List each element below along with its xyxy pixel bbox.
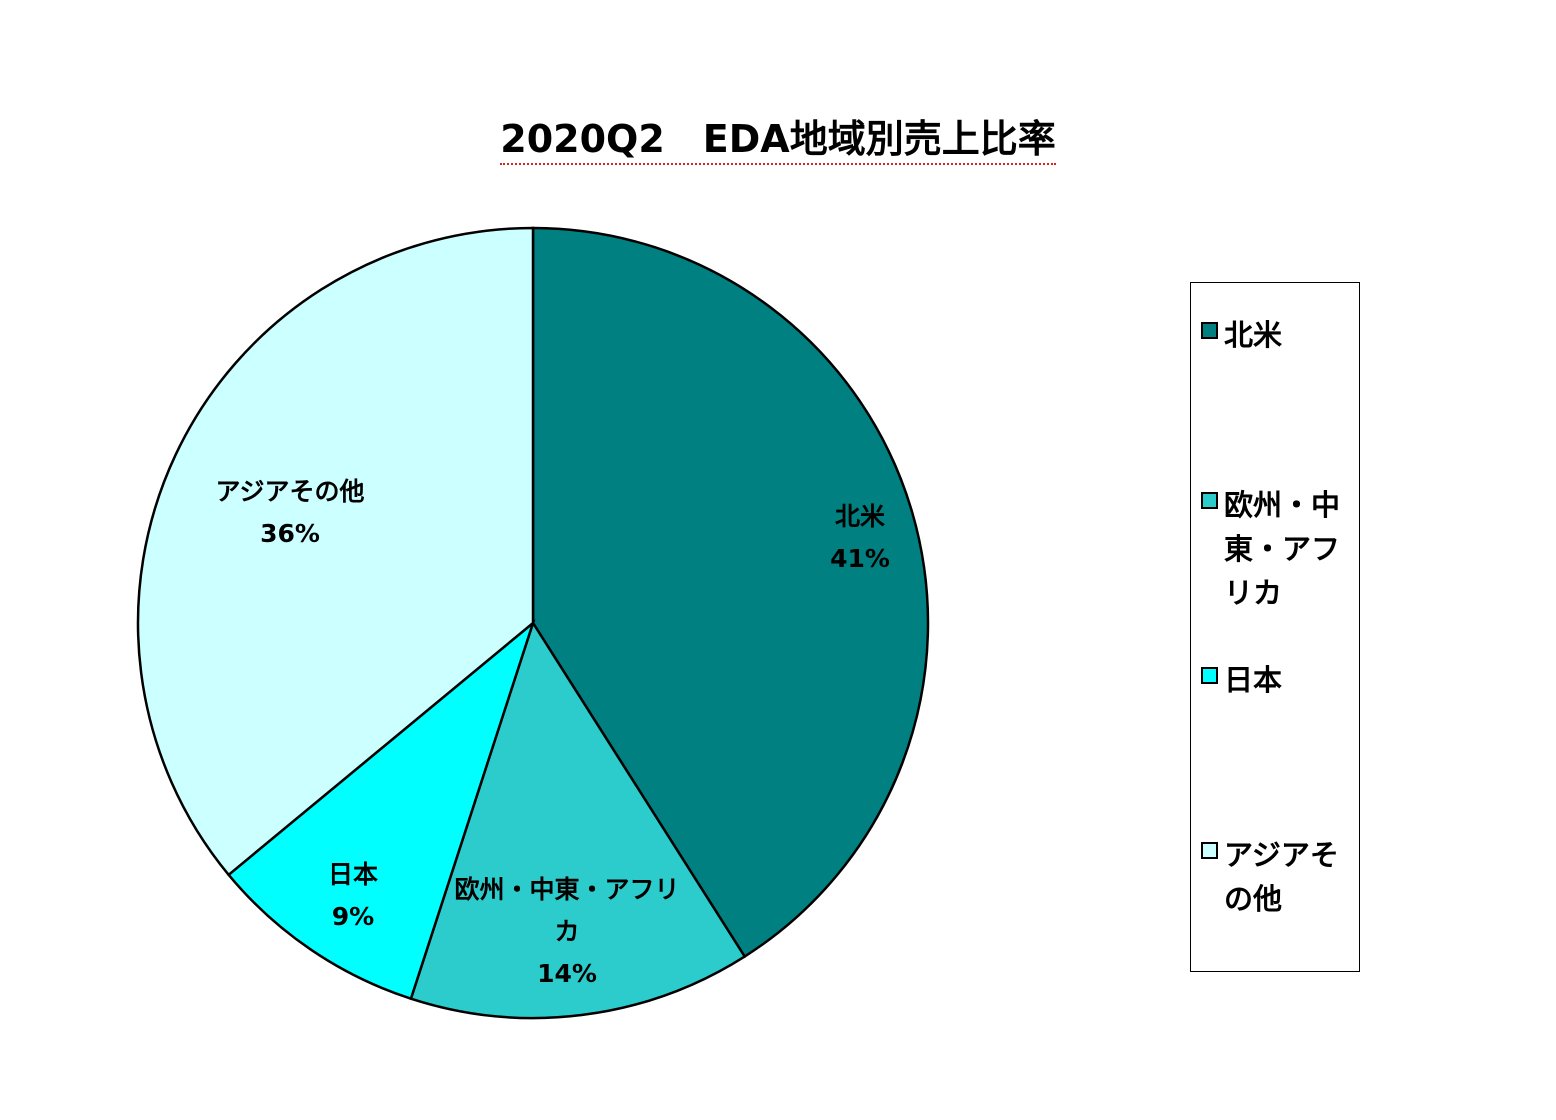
pie-slice-emea	[409, 620, 747, 1020]
legend-swatch	[1201, 322, 1218, 339]
chart-title: 2020Q2 EDA地域別売上比率	[0, 108, 1556, 165]
legend-label: 欧州・中東・アフリカ	[1224, 488, 1341, 610]
pie-slice-japan	[226, 619, 536, 1001]
legend-swatch	[1201, 842, 1218, 859]
legend-item-asia-other: アジアその他	[1201, 833, 1351, 921]
legend-swatch	[1201, 667, 1218, 684]
data-label-asia-other: アジアその他 36%	[215, 477, 364, 548]
legend-swatch	[1201, 492, 1218, 509]
legend-label: 北米	[1224, 318, 1283, 352]
legend-label: 日本	[1224, 663, 1283, 697]
data-label-north-america: 北米 41%	[830, 502, 890, 573]
data-label-emea: 欧州・中東・アフリカ 14%	[454, 875, 679, 988]
chart-title-text: 2020Q2 EDA地域別売上比率	[500, 117, 1056, 165]
data-label-japan: 日本 9%	[328, 860, 378, 931]
legend: 北米 欧州・中東・アフリカ 日本 アジアその他	[1190, 282, 1360, 972]
legend-item-north-america: 北米	[1201, 313, 1351, 357]
pie-slice-north-america	[531, 226, 930, 959]
legend-item-japan: 日本	[1201, 658, 1351, 702]
legend-item-emea: 欧州・中東・アフリカ	[1201, 483, 1351, 615]
pie-slice-asia-other	[136, 226, 535, 877]
legend-label: アジアその他	[1224, 838, 1339, 916]
